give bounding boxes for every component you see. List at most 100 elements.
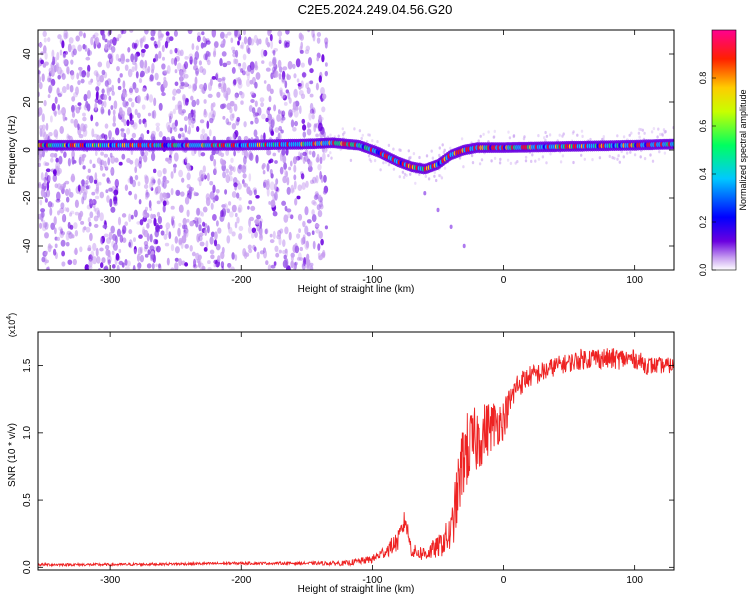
spectrogram-noise-cell — [93, 223, 99, 228]
spectrogram-noise-cell — [199, 119, 205, 124]
spectrogram-noise-cell — [137, 181, 141, 187]
spectrogram-noise-cell — [128, 213, 132, 223]
spectrogram-noise-cell — [243, 121, 247, 128]
spectrogram-noise-cell — [128, 190, 132, 196]
spectrogram-noise-cell — [47, 75, 51, 83]
spectrogram-noise-cell — [174, 104, 179, 111]
spectrogram-noise-cell — [147, 65, 151, 73]
spectrogram-noise-cell — [223, 90, 229, 99]
spectrogram-noise-cell — [296, 195, 301, 200]
spectrogram-noise-cell — [304, 154, 309, 162]
spectrogram-noise-cell — [184, 243, 189, 249]
spectrogram-noise-cell — [238, 225, 244, 232]
spectrogram-noise-cell — [188, 117, 192, 126]
spectrogram-noise-cell — [58, 155, 63, 165]
spectrogram-noise-cell — [107, 53, 113, 60]
spectrogram-noise-cell — [92, 256, 98, 265]
spectrogram-noise-cell — [263, 49, 268, 57]
spectrogram-noise-cell — [322, 93, 327, 100]
spectrogram-noise-cell — [306, 258, 311, 268]
spectrogram-noise-cell — [79, 246, 83, 253]
spectrogram-noise-cell — [174, 246, 180, 254]
spectrogram-noise-cell — [163, 76, 167, 82]
spectrogram-noise-cell — [507, 130, 510, 134]
spectrogram-noise-cell — [285, 89, 289, 94]
spectrogram-noise-cell — [144, 122, 148, 128]
spectrogram-noise-cell — [204, 229, 208, 236]
spectrogram-noise-cell — [162, 167, 167, 175]
spectrogram-noise-cell — [101, 257, 106, 264]
spectrogram-noise-cell — [54, 183, 59, 189]
spectrogram-noise-cell — [387, 143, 391, 147]
spectrogram-noise-cell — [47, 201, 53, 208]
spectrogram-noise-cell — [87, 49, 93, 56]
spectrogram-noise-cell — [170, 136, 175, 141]
spectrogram-noise-cell — [181, 177, 185, 183]
spectrogram-noise-cell — [226, 31, 232, 36]
spectrogram-noise-cell — [234, 58, 238, 64]
spectrogram-noise-cell — [376, 140, 379, 144]
spectrogram-noise-cell — [202, 68, 207, 76]
spectrogram-noise-cell — [440, 176, 444, 180]
spectrogram-noise-cell — [493, 156, 497, 160]
spectrogram-noise-cell — [408, 156, 411, 160]
spectrogram-noise-cell — [164, 40, 169, 49]
spectrogram-noise-cell — [249, 79, 254, 85]
spectrogram-noise-cell — [229, 211, 234, 218]
spectrogram-noise-cell — [138, 234, 143, 239]
spectrogram-noise-cell — [247, 244, 252, 250]
spectrogram-noise-cell — [341, 127, 344, 131]
spectrogram-noise-cell — [142, 65, 146, 70]
spectrogram-noise-cell — [213, 40, 219, 48]
spectrogram-noise-cell — [214, 41, 219, 49]
spectrogram-noise-cell — [115, 127, 120, 136]
spectrogram-noise-cell — [134, 53, 138, 63]
spectrogram-noise-cell — [112, 36, 117, 46]
spectrogram-noise-cell — [232, 49, 236, 54]
spectrogram-noise-cell — [185, 244, 188, 249]
spectrogram-noise-cell — [232, 132, 236, 141]
spectrogram-noise-cell — [138, 156, 143, 164]
spectrogram-noise-cell — [164, 242, 170, 247]
spectrogram-noise-cell — [59, 230, 65, 239]
spectrogram-noise-cell — [196, 98, 200, 106]
spectrogram-noise-cell — [78, 66, 83, 71]
spectrogram-noise-cell — [170, 244, 175, 252]
spectrogram-noise-cell — [290, 254, 294, 262]
spectrogram-noise-cell — [236, 116, 241, 122]
spectrogram-noise-cell — [52, 56, 56, 66]
spectrogram-noise-cell — [170, 187, 174, 196]
spectrogram-noise-cell — [286, 186, 291, 195]
spectrogram-noise-cell — [150, 254, 155, 259]
spectrogram-noise-cell — [286, 74, 291, 81]
spectrogram-noise-cell — [256, 214, 261, 220]
spectrogram-noise-cell — [182, 134, 186, 139]
spectrogram-noise-cell — [251, 227, 257, 234]
spectrogram-noise-cell — [431, 156, 435, 160]
spectrogram-noise-cell — [509, 161, 513, 165]
spectrogram-noise-cell — [227, 221, 231, 230]
spectrogram-noise-cell — [215, 220, 219, 227]
spectrogram-noise-cell — [253, 189, 257, 196]
spectrogram-noise-cell — [433, 174, 436, 178]
spectrogram-noise-cell — [581, 134, 584, 138]
spectrogram-noise-cell — [101, 88, 105, 94]
spectrogram-noise-cell — [299, 152, 303, 160]
spectrogram-noise-cell — [174, 119, 178, 127]
spectrogram-noise-cell — [202, 206, 208, 213]
spectrogram-noise-cell — [129, 112, 133, 121]
spectrogram-noise-cell — [79, 210, 84, 218]
spectrogram-noise-cell — [225, 118, 230, 125]
spectrogram-noise-cell — [217, 82, 223, 90]
spectrogram-noise-cell — [131, 132, 137, 139]
spectrogram-noise-cell — [61, 261, 66, 267]
spectrogram-noise-cell — [259, 97, 265, 103]
spectrogram-noise-cell — [45, 168, 51, 173]
spectrogram-noise-cell — [360, 136, 363, 140]
spectrogram-noise-cell — [231, 123, 237, 130]
spectrogram-noise-cell — [200, 152, 206, 157]
spectrogram-noise-cell — [156, 211, 161, 218]
spectrogram-noise-cell — [210, 231, 215, 238]
spectrogram-noise-cell — [170, 267, 175, 270]
